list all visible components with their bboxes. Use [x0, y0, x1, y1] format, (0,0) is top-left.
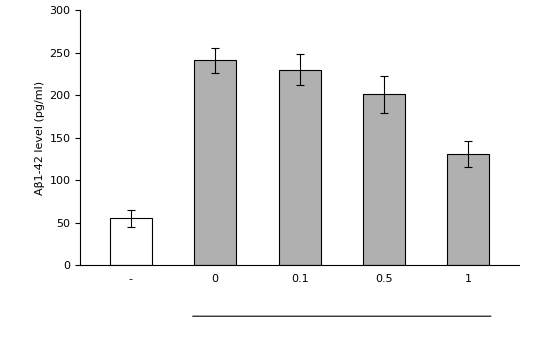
Bar [363, 94, 405, 265]
Bar [447, 154, 490, 265]
Y-axis label: Aβ1-42 level (pg/ml): Aβ1-42 level (pg/ml) [35, 81, 45, 195]
Bar [194, 60, 236, 265]
Bar [279, 70, 320, 265]
Bar [110, 218, 152, 265]
